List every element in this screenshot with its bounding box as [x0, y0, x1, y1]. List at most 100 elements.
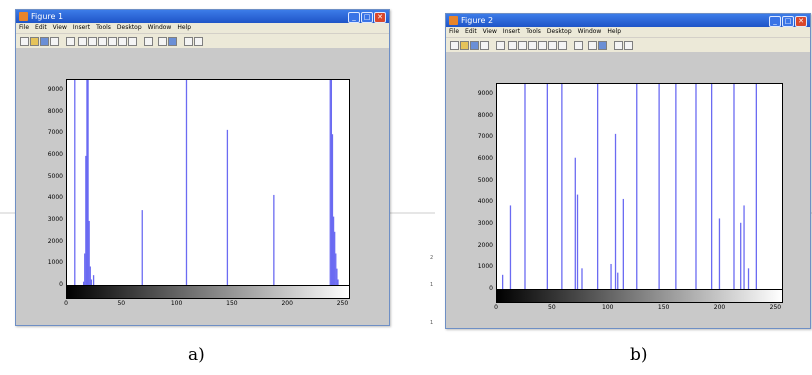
title-bar[interactable]: Figure 1 _ □ ✕: [16, 10, 389, 23]
menu-file[interactable]: File: [19, 24, 30, 31]
maximize-button[interactable]: □: [782, 16, 794, 27]
colorbar-icon[interactable]: [588, 41, 597, 50]
histogram-bar: [524, 84, 526, 290]
histogram-bar: [576, 194, 579, 290]
legend-icon[interactable]: [168, 37, 177, 46]
legend-icon[interactable]: [598, 41, 607, 50]
pointer-icon[interactable]: [496, 41, 505, 50]
new-figure-icon[interactable]: [20, 37, 29, 46]
matlab-icon: [449, 16, 458, 25]
histogram-bar: [90, 279, 93, 286]
x-tick-label: 50: [548, 304, 556, 311]
menu-window[interactable]: Window: [577, 28, 602, 35]
rotate-icon[interactable]: [538, 41, 547, 50]
pan-icon[interactable]: [528, 41, 537, 50]
title-bar[interactable]: Figure 2 _ □ ✕: [446, 14, 810, 27]
menu-edit[interactable]: Edit: [465, 28, 477, 35]
histogram-bar: [658, 84, 660, 290]
histogram-bar: [636, 84, 638, 290]
histogram-bar: [334, 231, 336, 286]
histogram-bar: [185, 80, 188, 286]
link-icon[interactable]: [574, 41, 583, 50]
histogram-bar: [273, 194, 275, 286]
x-tick-label: 150: [226, 300, 238, 307]
matlab-icon: [19, 12, 28, 21]
menu-tools[interactable]: Tools: [96, 24, 111, 31]
histogram-bar: [141, 210, 143, 286]
x-tick-label: 200: [281, 300, 293, 307]
print-icon[interactable]: [480, 41, 489, 50]
menu-insert[interactable]: Insert: [72, 24, 91, 31]
new-figure-icon[interactable]: [450, 41, 459, 50]
histogram-bar: [695, 84, 697, 290]
menu-help[interactable]: Help: [177, 24, 192, 31]
histogram-bar: [675, 84, 677, 290]
histogram-axes[interactable]: [496, 83, 783, 291]
y-tick-label: 1000: [47, 259, 63, 267]
caption-a: a): [188, 345, 205, 365]
histogram-bar: [614, 133, 617, 290]
menu-edit[interactable]: Edit: [35, 24, 47, 31]
y-tick-label: 0: [59, 281, 63, 288]
y-tick-label: 3000: [477, 219, 493, 227]
toolbar: [446, 37, 810, 52]
histogram-bar: [226, 129, 229, 286]
menu-desktop[interactable]: Desktop: [116, 24, 142, 31]
menu-tools[interactable]: Tools: [526, 28, 541, 35]
show-plot-tools-icon[interactable]: [194, 37, 203, 46]
histogram-bar: [331, 134, 334, 286]
close-button[interactable]: ✕: [795, 16, 807, 27]
zoom-in-icon[interactable]: [78, 37, 87, 46]
minimize-button[interactable]: _: [348, 12, 360, 23]
close-button[interactable]: ✕: [374, 12, 386, 23]
histogram-bar: [87, 80, 89, 286]
menu-desktop[interactable]: Desktop: [546, 28, 572, 35]
minimize-button[interactable]: _: [769, 16, 781, 27]
pan-icon[interactable]: [98, 37, 107, 46]
data-cursor-icon[interactable]: [118, 37, 127, 46]
zoom-in-icon[interactable]: [508, 41, 517, 50]
save-icon[interactable]: [470, 41, 479, 50]
hide-plot-tools-icon[interactable]: [614, 41, 623, 50]
brush-icon[interactable]: [558, 41, 567, 50]
pointer-icon[interactable]: [66, 37, 75, 46]
side-label: 1: [430, 320, 434, 326]
histogram-bar: [596, 84, 599, 290]
histogram-bar: [622, 198, 624, 290]
histogram-bar: [329, 80, 331, 286]
x-tick-label: 100: [602, 304, 614, 311]
data-cursor-icon[interactable]: [548, 41, 557, 50]
save-icon[interactable]: [40, 37, 49, 46]
histogram-bar: [561, 84, 563, 290]
show-plot-tools-icon[interactable]: [624, 41, 633, 50]
menu-file[interactable]: File: [449, 28, 460, 35]
figure-window-a: Figure 1 _ □ ✕ File Edit View Insert Tools De…: [15, 9, 390, 326]
print-icon[interactable]: [50, 37, 59, 46]
menu-view[interactable]: View: [52, 24, 67, 31]
menu-insert[interactable]: Insert: [502, 28, 521, 35]
colorbar-icon[interactable]: [158, 37, 167, 46]
maximize-button[interactable]: □: [361, 12, 373, 23]
open-file-icon[interactable]: [30, 37, 39, 46]
menu-window[interactable]: Window: [147, 24, 172, 31]
zoom-out-icon[interactable]: [518, 41, 527, 50]
histogram-bar: [581, 268, 583, 290]
rotate-icon[interactable]: [108, 37, 117, 46]
x-tick-label: 250: [336, 300, 349, 307]
histogram-bar: [710, 84, 713, 290]
y-tick-label: 7000: [47, 129, 63, 137]
y-tick-label: 2000: [47, 237, 63, 245]
menu-help[interactable]: Help: [607, 28, 622, 35]
plot-area: 9000 8000 7000 6000 5000 4000 3000 2000 1000 0 0 5…: [16, 47, 389, 325]
brush-icon[interactable]: [128, 37, 137, 46]
menu-view[interactable]: View: [482, 28, 497, 35]
link-icon[interactable]: [144, 37, 153, 46]
open-file-icon[interactable]: [460, 41, 469, 50]
x-tick-label: 0: [494, 304, 498, 311]
y-tick-label: 9000: [47, 85, 63, 93]
zoom-out-icon[interactable]: [88, 37, 97, 46]
hide-plot-tools-icon[interactable]: [184, 37, 193, 46]
histogram-axes[interactable]: [66, 79, 350, 287]
y-tick-label: 2000: [477, 241, 493, 249]
y-tick-label: 9000: [477, 89, 493, 97]
